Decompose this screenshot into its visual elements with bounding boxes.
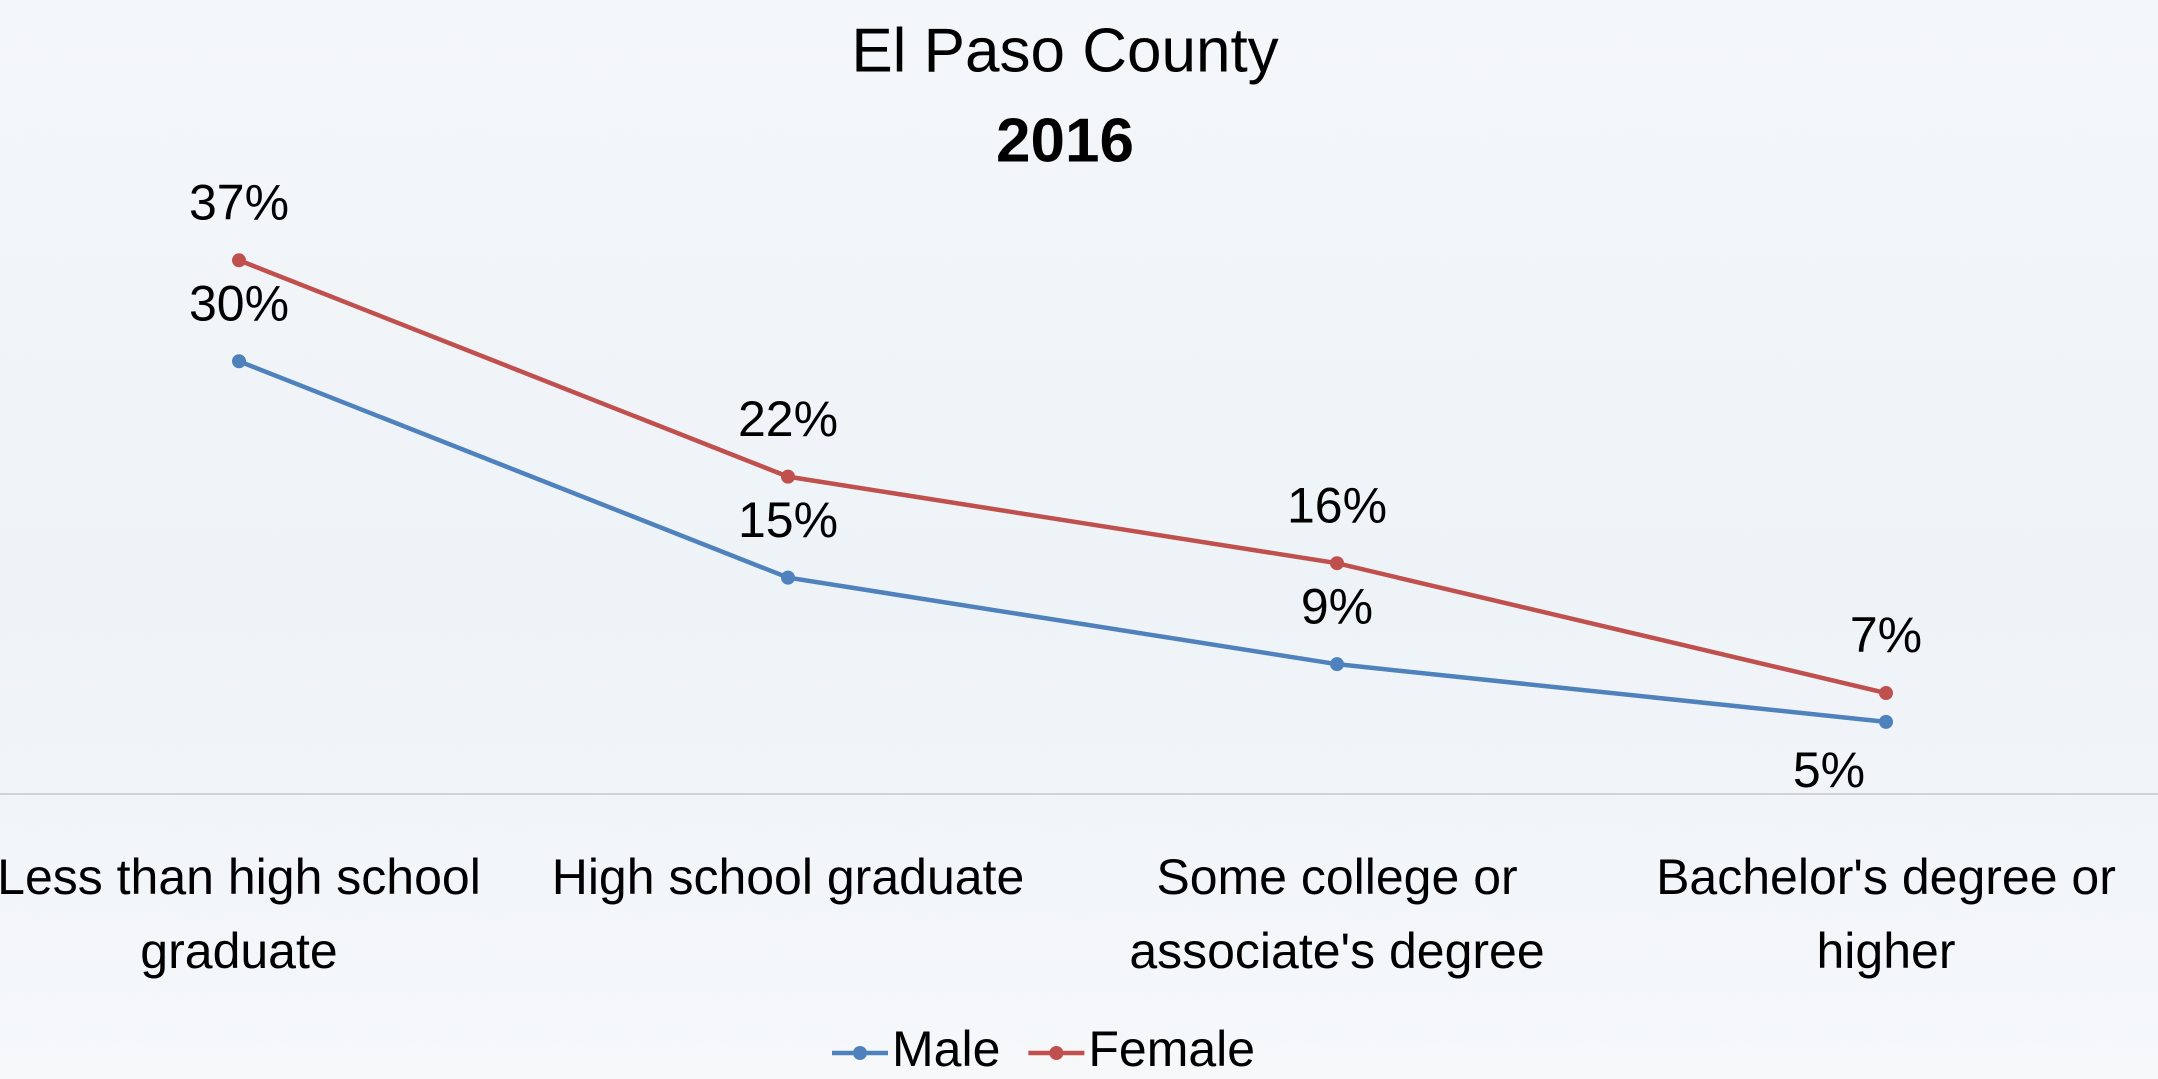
- data-label: 9%: [1301, 578, 1373, 634]
- legend-marker: [1049, 1046, 1064, 1060]
- data-label: 7%: [1850, 607, 1922, 663]
- marker: [1330, 657, 1344, 672]
- chart-subtitle: 2016: [996, 106, 1134, 175]
- x-tick-label: Less than high school graduate: [0, 849, 481, 979]
- series-line: [238, 359, 1887, 725]
- marker: [1879, 714, 1893, 729]
- marker: [1879, 686, 1893, 701]
- x-tick-label: Some college or associate's degree: [1129, 849, 1545, 979]
- marker: [1330, 556, 1344, 571]
- marker: [232, 354, 246, 369]
- data-label: 16%: [1287, 477, 1387, 533]
- data-label: 30%: [189, 275, 289, 331]
- data-label: 37%: [189, 174, 289, 230]
- data-label: 22%: [738, 391, 838, 447]
- x-tick-label: High school graduate: [551, 849, 1025, 905]
- legend-label: Female: [1088, 1021, 1255, 1077]
- x-tick-label: Bachelor's degree or higher: [1656, 849, 2116, 979]
- legend-marker: [853, 1046, 867, 1060]
- chart-title: El Paso County: [851, 16, 1278, 85]
- data-label: 15%: [738, 492, 838, 548]
- legend-label: Male: [892, 1021, 1000, 1077]
- series-line: [238, 258, 1887, 696]
- marker: [232, 253, 246, 268]
- marker: [781, 469, 795, 484]
- marker: [781, 570, 795, 585]
- data-label: 5%: [1793, 742, 1865, 798]
